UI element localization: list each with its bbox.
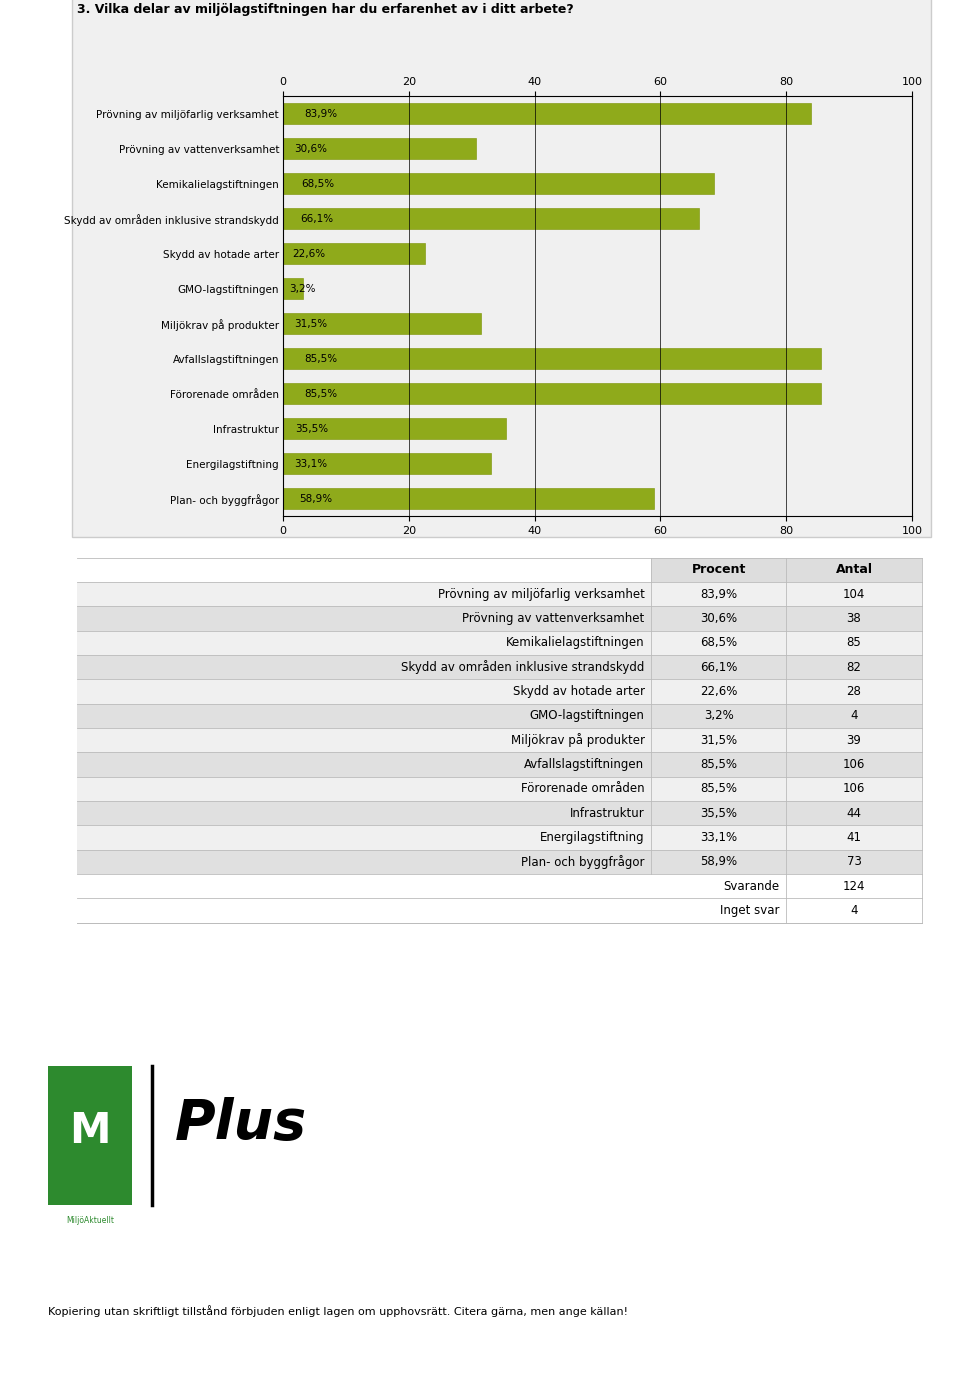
Text: 3. Vilka delar av miljölagstiftningen har du erfarenhet av i ditt arbete?: 3. Vilka delar av miljölagstiftningen ha… (77, 3, 573, 15)
Text: Miljökrav på produkter: Miljökrav på produkter (511, 733, 644, 748)
Text: 33,1%: 33,1% (700, 830, 737, 844)
Bar (77, 631, 922, 655)
Bar (283, 139, 475, 160)
Text: 106: 106 (843, 757, 865, 771)
Text: 104: 104 (843, 588, 865, 600)
Text: Prövning av vattenverksamhet: Prövning av vattenverksamhet (463, 611, 644, 625)
Text: 35,5%: 35,5% (701, 807, 737, 819)
Text: 41: 41 (847, 830, 861, 844)
Text: GMO-lagstiftningen: GMO-lagstiftningen (530, 709, 644, 723)
Text: 3,2%: 3,2% (704, 709, 733, 723)
Bar (77, 606, 922, 631)
Text: 85,5%: 85,5% (304, 388, 338, 399)
Bar (283, 383, 821, 405)
Text: MiljöAktuellt: MiljöAktuellt (66, 1216, 114, 1224)
Bar (77, 752, 922, 777)
Text: 85,5%: 85,5% (701, 757, 737, 771)
Text: 31,5%: 31,5% (700, 734, 737, 746)
Bar (651, 558, 786, 582)
Text: Plan- och byggfrågor: Plan- och byggfrågor (521, 855, 644, 869)
Text: 30,6%: 30,6% (294, 143, 327, 154)
Text: M: M (69, 1110, 111, 1153)
Text: Antal: Antal (835, 563, 873, 577)
Text: 22,6%: 22,6% (700, 684, 737, 698)
Text: 22,6%: 22,6% (293, 249, 325, 259)
Bar (283, 453, 492, 474)
Text: 31,5%: 31,5% (294, 319, 327, 329)
Bar (77, 704, 922, 728)
Text: 28: 28 (847, 684, 861, 698)
Text: Kemikalielagstiftningen: Kemikalielagstiftningen (506, 636, 644, 650)
Bar (283, 348, 821, 369)
Text: 4: 4 (851, 709, 858, 723)
Text: 124: 124 (843, 880, 865, 892)
Text: 83,9%: 83,9% (700, 588, 737, 600)
Text: Kopiering utan skriftligt tillstånd förbjuden enligt lagen om upphovsrätt. Citer: Kopiering utan skriftligt tillstånd förb… (48, 1305, 628, 1318)
Bar (283, 278, 303, 299)
Text: 83,9%: 83,9% (304, 109, 337, 118)
Bar (77, 582, 922, 606)
Text: 58,9%: 58,9% (300, 494, 332, 504)
Text: Avfallslagstiftningen: Avfallslagstiftningen (524, 757, 644, 771)
Text: 39: 39 (847, 734, 861, 746)
Bar (786, 558, 922, 582)
Text: 106: 106 (843, 782, 865, 796)
Bar (283, 489, 654, 509)
Text: Infrastruktur: Infrastruktur (569, 807, 644, 819)
Text: 73: 73 (847, 855, 861, 869)
Bar (77, 777, 922, 801)
Text: 68,5%: 68,5% (301, 179, 334, 189)
Text: 4: 4 (851, 903, 858, 917)
Bar (283, 208, 699, 230)
Text: 35,5%: 35,5% (295, 424, 328, 434)
Text: 30,6%: 30,6% (700, 611, 737, 625)
Text: Procent: Procent (691, 563, 746, 577)
Text: 68,5%: 68,5% (700, 636, 737, 650)
Bar (283, 244, 425, 264)
Bar (77, 850, 922, 874)
Text: 85,5%: 85,5% (701, 782, 737, 796)
Text: Plus: Plus (175, 1096, 307, 1151)
Bar (283, 174, 714, 194)
Text: Energilagstiftning: Energilagstiftning (540, 830, 644, 844)
Text: 85: 85 (847, 636, 861, 650)
Text: Inget svar: Inget svar (720, 903, 780, 917)
Bar (77, 801, 922, 825)
Bar (283, 314, 481, 335)
Bar (77, 655, 922, 679)
Text: 82: 82 (847, 661, 861, 673)
Text: 85,5%: 85,5% (304, 354, 338, 364)
Text: 44: 44 (847, 807, 861, 819)
Text: Svarande: Svarande (724, 880, 780, 892)
Bar (283, 419, 507, 439)
Bar (77, 825, 922, 850)
Text: 38: 38 (847, 611, 861, 625)
Text: 66,1%: 66,1% (700, 661, 737, 673)
Text: Skydd av områden inklusive strandskydd: Skydd av områden inklusive strandskydd (401, 660, 644, 675)
Text: 33,1%: 33,1% (295, 459, 327, 470)
Bar (48, 1066, 132, 1205)
Text: Skydd av hotade arter: Skydd av hotade arter (513, 684, 644, 698)
Text: 58,9%: 58,9% (700, 855, 737, 869)
Text: Prövning av miljöfarlig verksamhet: Prövning av miljöfarlig verksamhet (438, 588, 644, 600)
Bar (77, 679, 922, 704)
Text: 66,1%: 66,1% (300, 213, 334, 224)
Text: 3,2%: 3,2% (289, 284, 315, 293)
Bar (283, 103, 811, 124)
Bar (77, 728, 922, 752)
Text: Förorenade områden: Förorenade områden (521, 782, 644, 796)
